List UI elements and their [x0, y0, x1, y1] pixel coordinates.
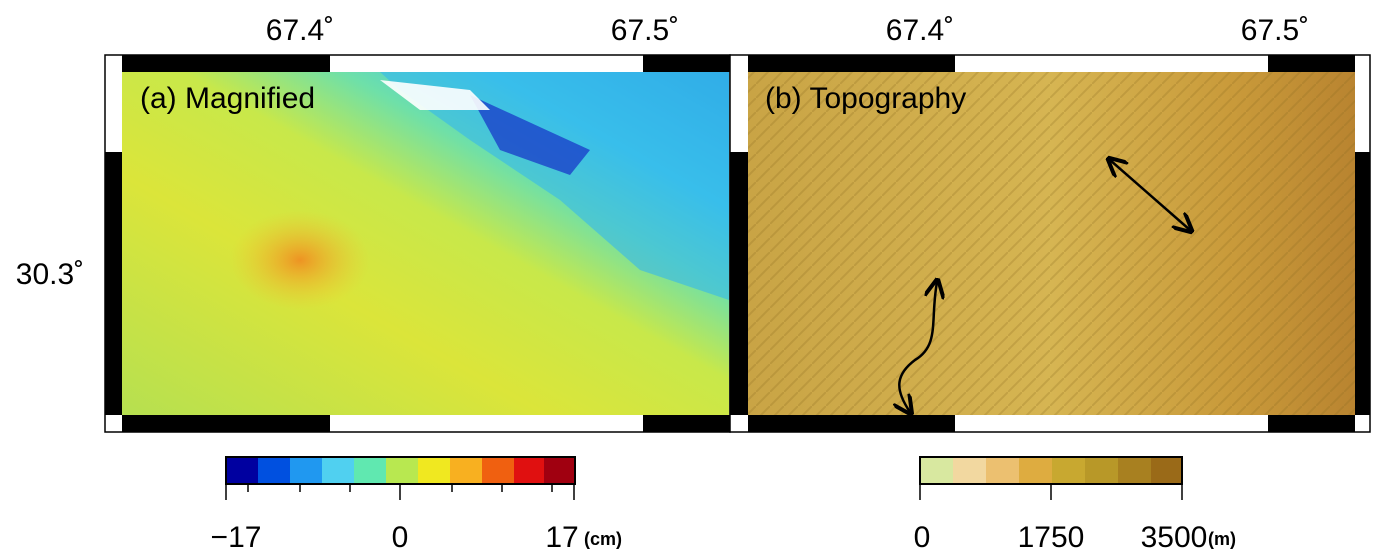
color-step	[482, 457, 514, 484]
color-step	[258, 457, 290, 484]
panel-label: (b) Topography	[765, 82, 966, 115]
colorbar-b: 0 1750 3500 (m)	[914, 457, 1236, 550]
colorbar-tick-label: 3500	[1141, 521, 1208, 550]
color-step	[953, 457, 986, 484]
colorbar-tick-label: 0	[392, 521, 409, 550]
colorbar-ticks	[920, 484, 1182, 500]
color-step	[1019, 457, 1052, 484]
panel-a: (a) Magnified	[105, 55, 730, 432]
color-step	[226, 457, 258, 484]
color-step	[1151, 457, 1182, 484]
color-step	[514, 457, 544, 484]
lat-tick-label: 30.3˚	[16, 258, 84, 291]
map-shade	[230, 210, 370, 310]
frame-bar	[1268, 55, 1355, 72]
color-step	[986, 457, 1019, 484]
color-step	[920, 457, 953, 484]
frame-bar	[748, 55, 955, 72]
colorbar-ticks	[226, 484, 574, 500]
panel-b: (b) Topography	[730, 55, 1370, 432]
color-step	[322, 457, 354, 484]
figure: 67.4˚ 67.5˚ 67.4˚ 67.5˚ 30.3˚ (a) Magnif…	[0, 0, 1374, 550]
colorbar-tick-label: 0	[914, 521, 931, 550]
colorbar-tick-label: 17	[545, 521, 578, 550]
color-step	[386, 457, 418, 484]
color-step	[290, 457, 322, 484]
frame-bar	[748, 415, 955, 432]
color-step	[544, 457, 575, 484]
color-step	[1052, 457, 1085, 484]
colorbar-a: −17 0 17 (cm)	[211, 457, 622, 550]
panel-label: (a) Magnified	[140, 82, 315, 115]
lon-tick-label: 67.4˚	[266, 14, 334, 47]
colorbar-tick-label: 1750	[1018, 521, 1085, 550]
map-texture	[748, 72, 1355, 415]
color-step	[418, 457, 450, 484]
color-step	[1085, 457, 1118, 484]
colorbar-unit: (cm)	[584, 529, 622, 549]
frame-bar	[122, 415, 330, 432]
frame-bar	[122, 55, 330, 72]
lon-tick-label: 67.5˚	[1241, 14, 1309, 47]
frame-bar	[643, 415, 730, 432]
frame-bar	[105, 152, 122, 415]
frame-bar	[1268, 415, 1355, 432]
lon-tick-label: 67.5˚	[611, 14, 679, 47]
frame-bar	[643, 55, 730, 72]
colorbar-unit: (m)	[1208, 529, 1236, 549]
color-step	[450, 457, 482, 484]
color-step	[354, 457, 386, 484]
color-step	[1118, 457, 1151, 484]
lon-tick-label: 67.4˚	[886, 14, 954, 47]
frame-bar	[1355, 152, 1370, 415]
colorbar-tick-label: −17	[211, 521, 262, 550]
frame-bar	[730, 152, 748, 415]
